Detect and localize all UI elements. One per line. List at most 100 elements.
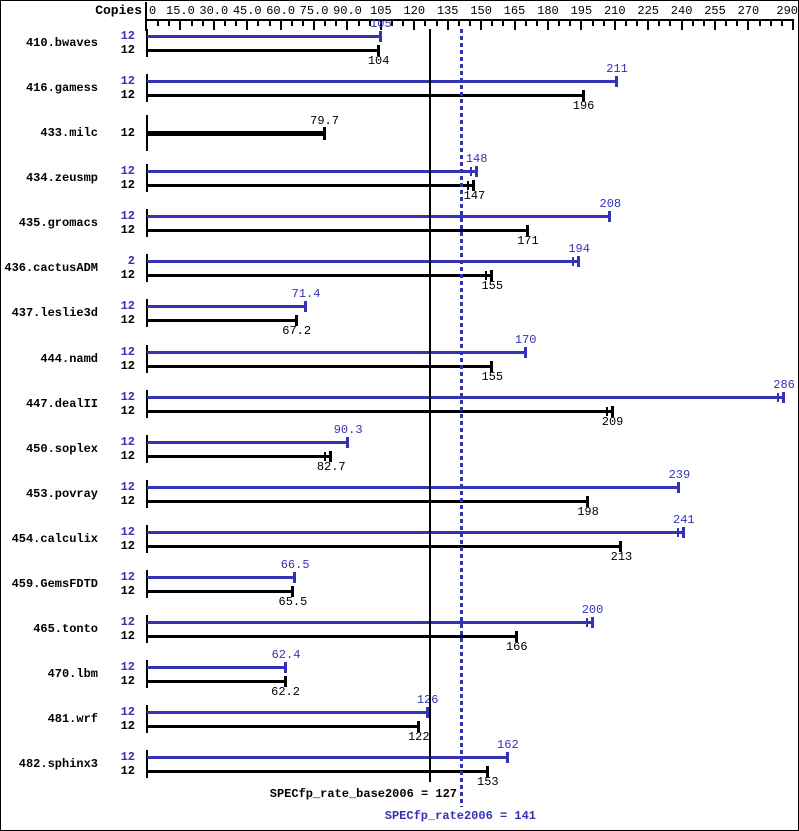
bar-minmax-tick (469, 167, 472, 176)
base-value-label: 147 (463, 189, 486, 203)
axis-minor-tick (725, 21, 728, 26)
peak-copies: 2 (127, 254, 135, 268)
benchmark-name: 416.gamess (25, 81, 98, 95)
bar-end-cap (490, 361, 494, 372)
base-bar (147, 680, 286, 683)
bar-minmax-tick (676, 528, 679, 537)
axis-major-tick (246, 21, 249, 30)
peak-bar (147, 80, 618, 83)
bar-minmax-tick (605, 407, 608, 416)
axis-minor-tick (669, 21, 672, 26)
benchmark-name: 436.cactusADM (4, 261, 98, 275)
axis-tick-label: 225 (637, 4, 659, 18)
bar-end-cap (590, 617, 594, 628)
peak-copies: 12 (120, 435, 135, 449)
axis-minor-tick (157, 21, 160, 26)
peak-bar (147, 666, 286, 669)
peak-copies: 12 (120, 750, 135, 764)
base-value-label: 65.5 (278, 595, 308, 609)
axis-minor-tick (624, 21, 627, 26)
base-value-label: 209 (601, 415, 624, 429)
axis-minor-tick (758, 21, 761, 26)
axis-minor-tick (168, 21, 171, 26)
benchmark-name: 435.gromacs (18, 216, 98, 230)
axis-tick-label: 135 (436, 4, 459, 18)
axis-minor-tick (391, 21, 394, 26)
axis-minor-tick (535, 21, 538, 26)
bar-end-cap (284, 662, 287, 673)
base-value-label: 155 (481, 279, 504, 293)
bar-end-cap (283, 676, 287, 687)
base-copies: 12 (120, 313, 135, 327)
bar-end-cap (485, 766, 489, 777)
axis-tick-label: 90.0 (333, 4, 362, 18)
base-value-label: 155 (481, 370, 504, 384)
base-mean-line (428, 29, 431, 782)
base-bar (147, 94, 584, 97)
group-spine (146, 74, 148, 102)
peak-bar (147, 711, 428, 714)
base-bar (147, 274, 493, 277)
base-bar (147, 635, 517, 638)
bar-end-cap (681, 527, 685, 538)
base-value-label: 166 (505, 640, 528, 654)
bar-end-cap (472, 180, 476, 191)
axis-minor-tick (301, 21, 304, 26)
axis-minor-tick (402, 21, 405, 26)
axis-major-tick (513, 21, 516, 30)
peak-copies: 12 (120, 570, 135, 584)
peak-copies: 12 (120, 480, 135, 494)
base-copies: 12 (120, 494, 135, 508)
axis-major-tick (212, 21, 215, 30)
peak-copies: 12 (120, 74, 135, 88)
group-spine (146, 164, 148, 192)
base-value-label: 198 (577, 505, 599, 519)
base-bar (147, 725, 419, 728)
peak-mean-line (460, 29, 464, 807)
benchmark-name: 454.calculix (11, 532, 98, 546)
peak-value-label: 241 (673, 513, 695, 527)
base-bar (147, 590, 293, 593)
peak-value-label: 170 (514, 333, 537, 347)
benchmark-name: 410.bwaves (25, 36, 98, 50)
base-value-label: 153 (477, 775, 499, 789)
axis-major-tick (580, 21, 583, 30)
axis-minor-tick (457, 21, 460, 26)
axis-tick-label: 75.0 (299, 4, 329, 18)
axis-tick-label: 150 (470, 4, 492, 18)
axis-major-tick (279, 21, 282, 30)
group-spine (146, 345, 148, 373)
bar-end-cap (505, 752, 509, 763)
axis-minor-tick (335, 21, 338, 26)
axis-tick-label: 290 (776, 4, 798, 18)
bar-end-cap (523, 347, 527, 358)
axis-major-tick (313, 21, 316, 30)
benchmark-name: 450.soplex (25, 442, 98, 456)
group-spine (146, 390, 148, 418)
axis-tick-label: 195 (570, 4, 593, 18)
base-bar (147, 545, 622, 548)
bar-end-cap (322, 127, 326, 140)
benchmark-name: 481.wrf (47, 712, 98, 726)
group-spine (146, 705, 148, 733)
peak-copies: 12 (120, 29, 135, 43)
bar-end-cap (525, 225, 529, 236)
axis-minor-tick (435, 21, 438, 26)
base-copies: 12 (120, 674, 135, 688)
axis-major-tick (446, 21, 449, 30)
bar-minmax-tick (324, 452, 327, 461)
axis-line (147, 19, 794, 21)
axis-major-tick (613, 21, 616, 30)
bar-end-cap (474, 166, 478, 177)
benchmark-name: 433.milc (40, 126, 98, 140)
axis-major-tick (792, 21, 794, 30)
axis-minor-tick (558, 21, 561, 26)
peak-value-label: 194 (568, 242, 590, 256)
peak-value-label: 66.5 (280, 558, 310, 572)
axis-minor-tick (702, 21, 705, 26)
peak-bar (147, 215, 611, 218)
peak-bar (147, 351, 526, 354)
axis-tick-label: 255 (704, 4, 726, 18)
axis-minor-tick (223, 21, 226, 26)
peak-copies: 12 (120, 390, 135, 404)
